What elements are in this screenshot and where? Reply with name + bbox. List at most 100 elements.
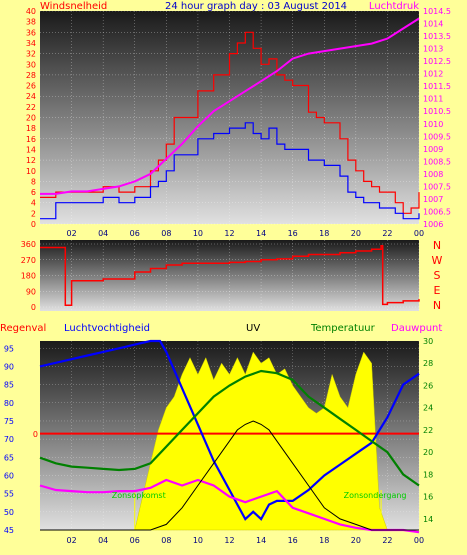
climate-series — [39, 339, 420, 534]
temperature-tick: 20 — [423, 448, 433, 457]
pressure-tick: 1008 — [423, 170, 443, 179]
time-tick: 10 — [193, 229, 203, 238]
wind-speed-tick: 28 — [26, 71, 36, 80]
humidity-tick: 55 — [4, 490, 14, 499]
humidity-tick: 60 — [4, 471, 14, 480]
wind-speed-tick: 30 — [26, 60, 36, 69]
humidity-axis: 45 50 55 60 65 70 75 80 85 90 95 — [4, 344, 14, 535]
pressure-tick: 1010.5 — [423, 107, 451, 116]
time-tick: 04 — [98, 229, 108, 238]
wind-speed-tick: 24 — [26, 92, 36, 101]
gust-series — [40, 31, 420, 214]
pressure-series — [40, 17, 420, 195]
wind-speed-tick: 32 — [26, 50, 36, 59]
wind-speed-tick: 12 — [26, 156, 36, 165]
wind-speed-tick: 20 — [26, 114, 36, 123]
chart-title: 24 hour graph day : 03 August 2014 — [165, 1, 347, 12]
time-tick: 04 — [98, 536, 108, 545]
time-tick: 06 — [130, 229, 140, 238]
time-tick: 08 — [161, 536, 171, 545]
wind-speed-tick: 18 — [26, 124, 36, 133]
temperature-tick: 26 — [423, 381, 433, 390]
radiation-series — [40, 420, 419, 531]
pressure-label: Luchtdruk — [369, 1, 419, 12]
temperature-tick: 16 — [423, 493, 433, 502]
temperature-tick: 22 — [423, 426, 433, 435]
humidity-series — [39, 339, 420, 521]
wind-speed-tick: 14 — [26, 145, 36, 154]
humidity-tick: 95 — [4, 344, 14, 353]
humidity-tick: 85 — [4, 381, 14, 390]
dewpoint-series — [39, 478, 420, 534]
rain-label: Regenval — [0, 323, 46, 334]
time-tick: 00 — [414, 229, 424, 238]
wind-direction-grid — [40, 240, 420, 311]
pressure-tick: 1013.5 — [423, 32, 451, 41]
wind-speed-tick: 36 — [26, 28, 36, 37]
pressure-tick: 1009.5 — [423, 132, 451, 141]
uv-label: UV — [246, 323, 260, 334]
direction-tick: 360 — [21, 240, 36, 249]
temperature-label: Temperatuur — [310, 323, 376, 334]
direction-tick: 180 — [21, 272, 36, 281]
temperature-axis: 14 16 18 20 22 24 26 28 30 — [423, 337, 433, 524]
time-tick: 14 — [256, 229, 266, 238]
compass-label: N — [433, 239, 441, 252]
time-axis-bottom: 02 04 06 08 10 12 14 16 18 20 22 00 — [66, 536, 424, 545]
dewpoint-label: Dauwpunt — [391, 323, 442, 334]
humidity-tick: 70 — [4, 435, 14, 444]
wind-direction-axis: 0 90 180 270 360 — [21, 240, 36, 312]
pressure-tick: 1011.5 — [423, 82, 451, 91]
humidity-label: Luchtvochtigheid — [64, 323, 150, 334]
pressure-tick: 1010 — [423, 120, 443, 129]
wind-speed-tick: 40 — [26, 7, 36, 16]
pressure-tick: 1008.5 — [423, 157, 451, 166]
humidity-tick: 50 — [4, 508, 14, 517]
wind-pressure-series — [40, 17, 420, 220]
wind-speed-tick: 38 — [26, 18, 36, 27]
sunset-label: Zonsondergang — [344, 491, 407, 500]
time-tick: 16 — [288, 536, 298, 545]
wind-speed-tick: 6 — [31, 188, 36, 197]
wind-speed-label: Windsnelheid — [40, 1, 107, 12]
pressure-tick: 1013 — [423, 45, 443, 54]
rain-zero-label: 0 — [33, 430, 38, 439]
compass-label: S — [434, 269, 441, 282]
humidity-tick: 90 — [4, 362, 14, 371]
temperature-tick: 18 — [423, 470, 433, 479]
time-tick: 12 — [224, 229, 234, 238]
humidity-tick: 75 — [4, 417, 14, 426]
average-series — [40, 122, 420, 220]
time-tick: 08 — [161, 229, 171, 238]
direction-series — [40, 245, 420, 307]
wind-pressure-grid — [40, 10, 420, 225]
pressure-axis: 1006 1006.5 1007 1007.5 1008 1008.5 1009 1009.5… — [423, 7, 451, 229]
wind-speed-tick: 22 — [26, 103, 36, 112]
wind-speed-tick: 8 — [31, 177, 36, 186]
temperature-tick: 24 — [423, 404, 433, 413]
pressure-tick: 1009 — [423, 145, 443, 154]
compass-label: N — [433, 299, 441, 312]
time-tick: 16 — [288, 229, 298, 238]
time-tick: 20 — [351, 536, 361, 545]
wind-speed-tick: 2 — [31, 209, 36, 218]
time-tick: 02 — [66, 536, 76, 545]
wind-speed-tick: 10 — [26, 167, 36, 176]
pressure-tick: 1011 — [423, 95, 443, 104]
time-tick: 02 — [66, 229, 76, 238]
pressure-tick: 1012.5 — [423, 57, 451, 66]
time-tick: 06 — [130, 536, 140, 545]
temperature-tick: 28 — [423, 359, 433, 368]
direction-tick: 0 — [31, 303, 36, 312]
time-axis-top: 02 04 06 08 10 12 14 16 18 20 22 00 — [66, 229, 424, 238]
humidity-tick: 45 — [4, 526, 14, 535]
time-tick: 12 — [224, 536, 234, 545]
wind-speed-tick: 0 — [31, 220, 36, 229]
direction-tick: 90 — [26, 287, 36, 296]
temperature-series — [39, 369, 420, 487]
pressure-tick: 1014 — [423, 20, 443, 29]
wind-direction-series — [40, 245, 420, 307]
